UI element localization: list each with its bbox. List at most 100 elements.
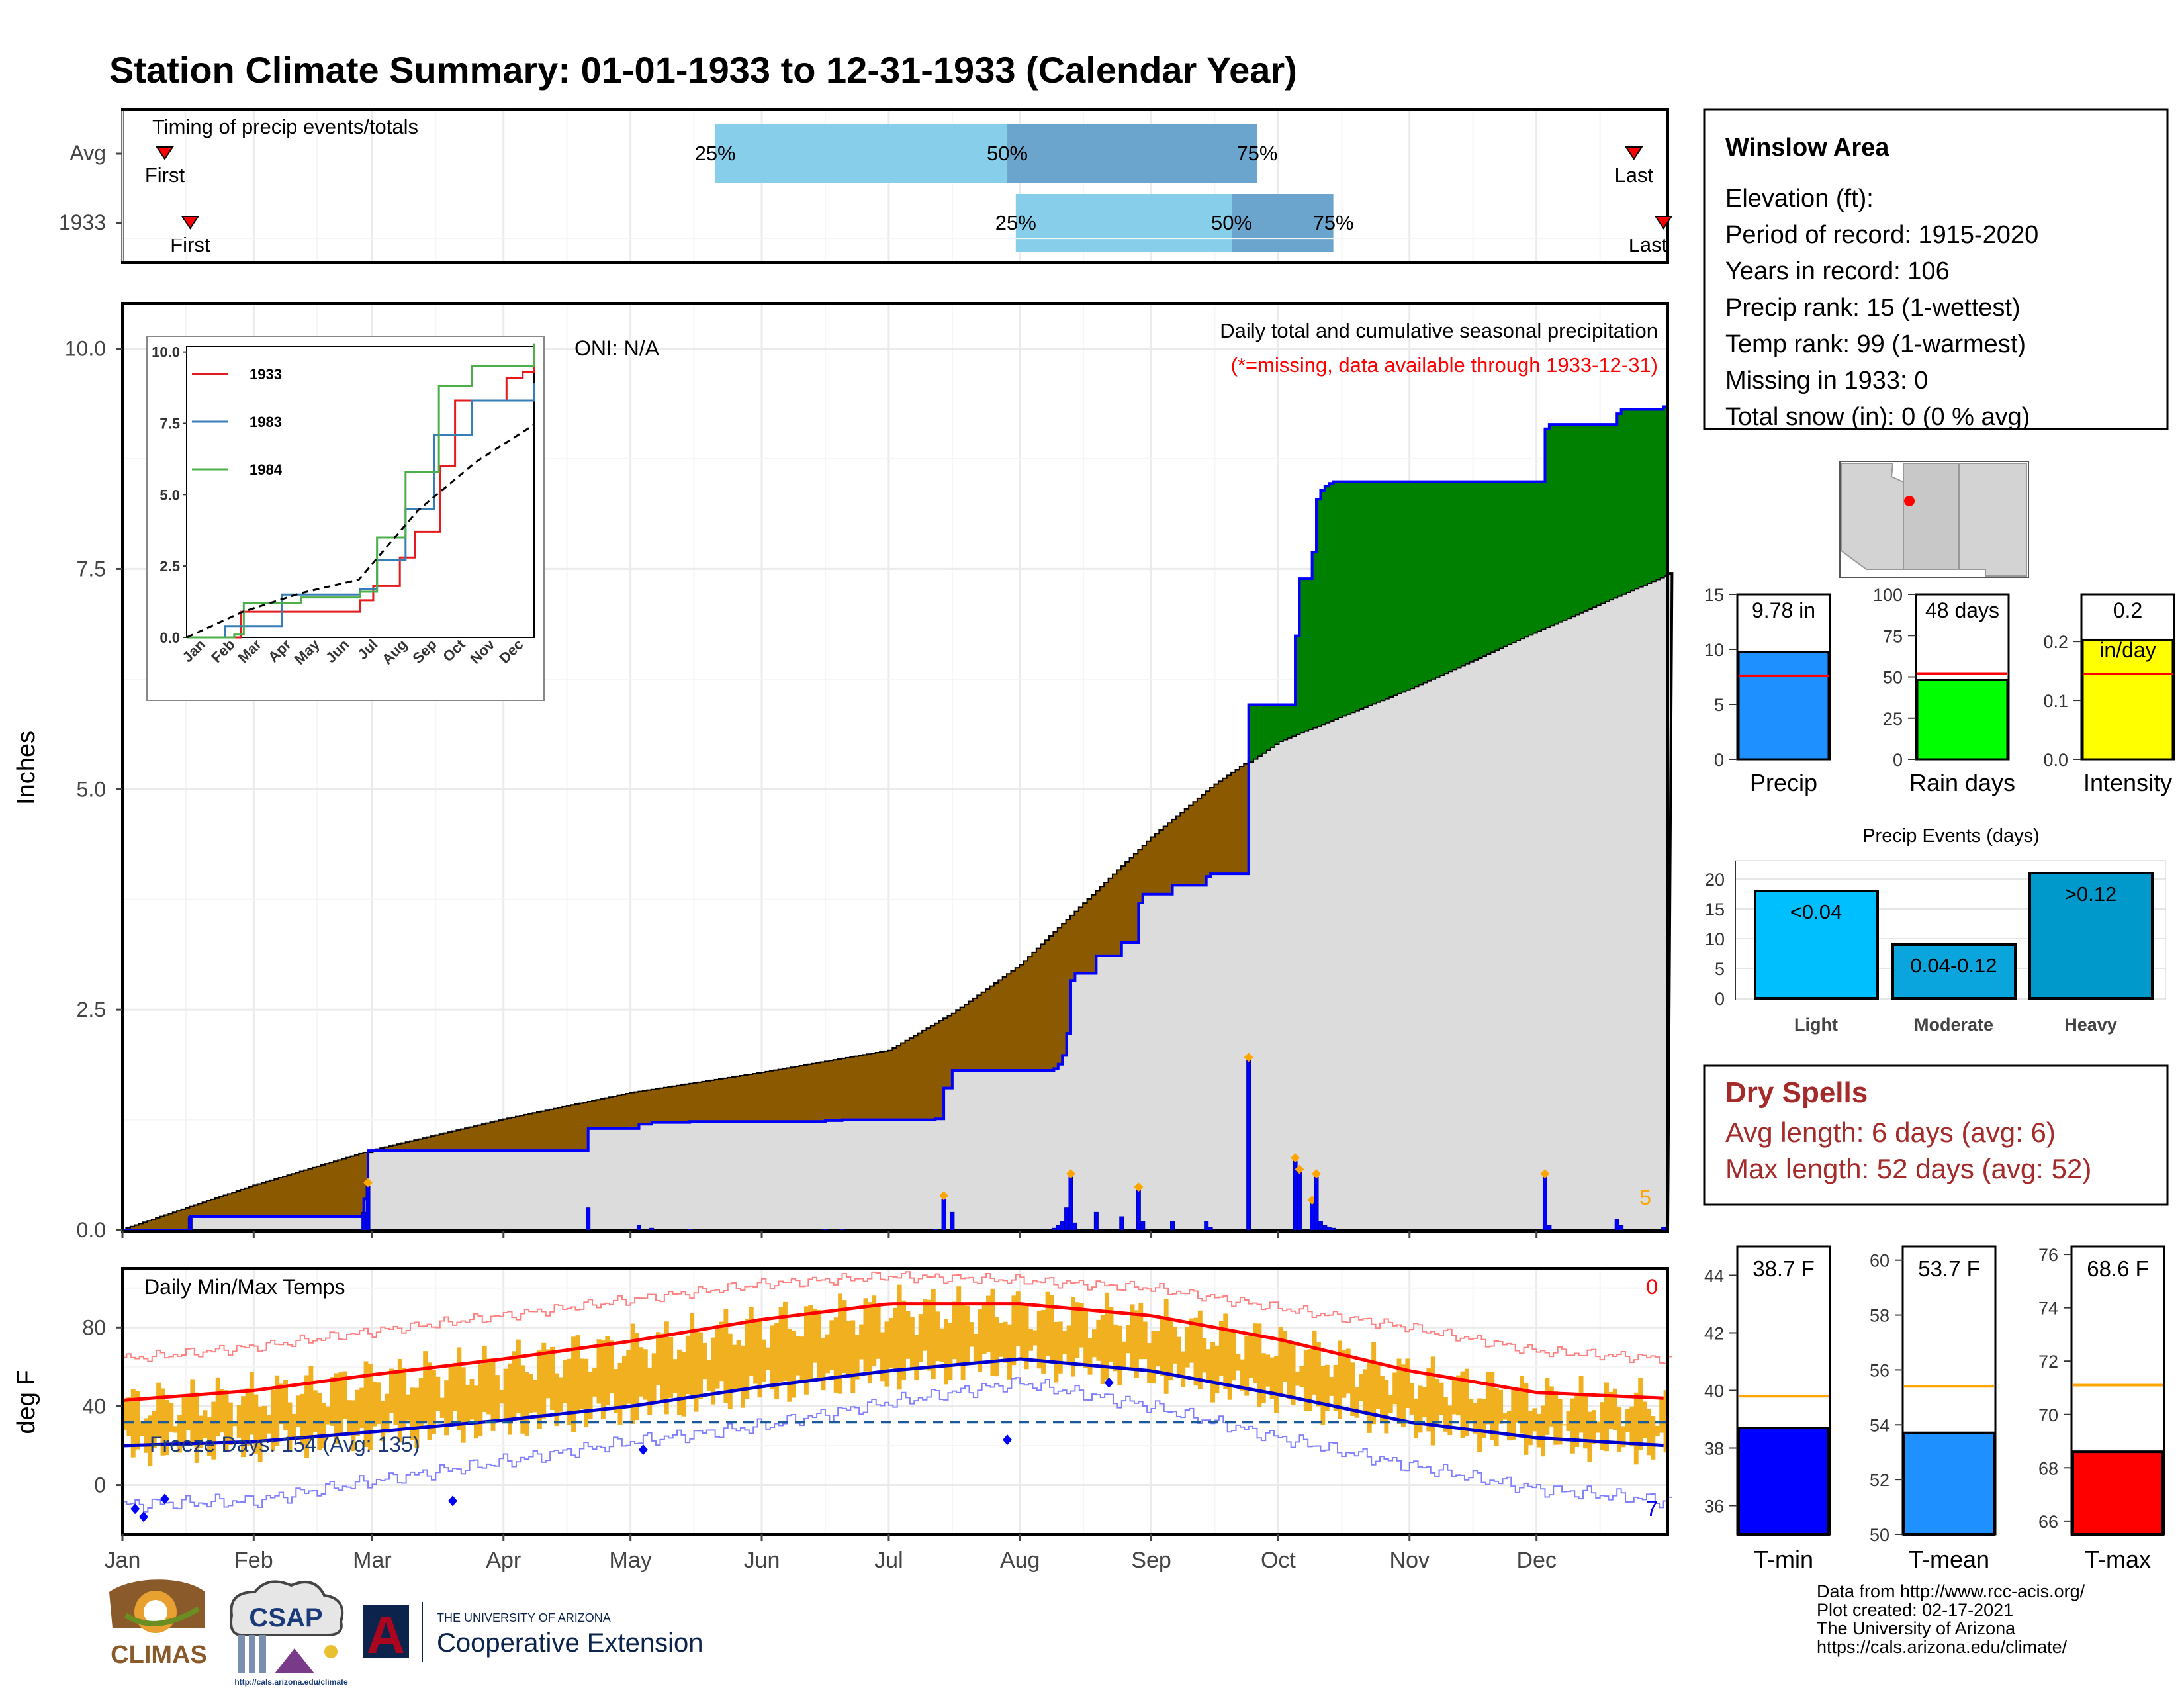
inset-y-tick: 7.5 bbox=[159, 415, 180, 432]
below-average-fill bbox=[846, 1058, 851, 1120]
daily-temp-bar bbox=[978, 1309, 983, 1372]
daily-temp-bar bbox=[1079, 1303, 1084, 1348]
below-average-fill bbox=[1134, 854, 1139, 943]
temp-value-bar bbox=[1737, 1427, 1830, 1536]
daily-temp-bar bbox=[312, 1390, 318, 1432]
above-average-fill bbox=[1371, 481, 1377, 704]
daily-temp-bar bbox=[1253, 1323, 1257, 1383]
above-average-fill bbox=[1342, 481, 1347, 716]
daily-temp-bar bbox=[859, 1324, 864, 1360]
temp-y-tick: 52 bbox=[1870, 1470, 1889, 1490]
daily-temp-bar bbox=[1536, 1413, 1541, 1448]
big-event-marker bbox=[1540, 1169, 1550, 1179]
below-average-fill bbox=[914, 1036, 919, 1120]
timing-pct-label: 25% bbox=[995, 211, 1036, 234]
below-average-fill bbox=[283, 1177, 289, 1217]
daily-temp-bar bbox=[1655, 1425, 1660, 1437]
below-average-fill bbox=[1007, 974, 1013, 1071]
record-min-line bbox=[122, 1377, 1672, 1513]
daily-temp-bar bbox=[1312, 1330, 1317, 1395]
mini-y-tick: 50 bbox=[1883, 668, 1903, 688]
mini-chart-label: Precip bbox=[1750, 769, 1817, 796]
daily-temp-bar bbox=[245, 1388, 250, 1446]
below-average-fill bbox=[1138, 850, 1144, 904]
above-average-fill bbox=[1570, 424, 1575, 616]
daily-temp-bar bbox=[1506, 1411, 1512, 1441]
below-average-fill bbox=[554, 1109, 559, 1151]
below-average-fill bbox=[321, 1165, 326, 1217]
daily-temp-bar bbox=[948, 1323, 953, 1380]
above-average-fill bbox=[1617, 414, 1622, 596]
temp-y-label: deg F bbox=[13, 1370, 40, 1434]
mini-y-tick: 75 bbox=[1883, 626, 1903, 646]
above-average-fill bbox=[1384, 481, 1389, 698]
events-y-tick: 0 bbox=[1715, 989, 1725, 1009]
below-average-fill bbox=[160, 1217, 165, 1230]
daily-temp-bar bbox=[423, 1351, 428, 1423]
daily-temp-bar bbox=[1435, 1378, 1440, 1427]
dry-spells-box: Dry Spells Avg length: 6 days (avg: 6) M… bbox=[1703, 1064, 2169, 1206]
daily-temp-bar bbox=[1583, 1393, 1588, 1449]
below-average-fill bbox=[1185, 809, 1190, 886]
below-average-fill bbox=[986, 990, 991, 1071]
y-tick-label: 7.5 bbox=[77, 557, 106, 581]
daily-temp-bar bbox=[1210, 1342, 1215, 1403]
below-average-fill bbox=[1066, 920, 1071, 1034]
last-event-marker bbox=[1624, 146, 1643, 160]
below-average-fill bbox=[469, 1127, 475, 1151]
above-average-fill bbox=[1659, 409, 1664, 577]
above-average-fill bbox=[1443, 481, 1448, 673]
below-average-fill bbox=[199, 1204, 204, 1217]
daily-precip-bar bbox=[1051, 1227, 1056, 1231]
below-average-fill bbox=[312, 1168, 318, 1217]
daily-temp-bar bbox=[1659, 1398, 1664, 1433]
below-average-fill bbox=[719, 1079, 725, 1122]
above-average-fill bbox=[1430, 481, 1435, 679]
daily-temp-bar bbox=[351, 1400, 356, 1452]
daily-temp-bar bbox=[867, 1302, 872, 1383]
daily-temp-bar bbox=[1384, 1380, 1389, 1434]
below-average-fill bbox=[1160, 830, 1165, 894]
below-average-fill bbox=[1083, 904, 1089, 974]
daily-temp-bar bbox=[1138, 1303, 1144, 1360]
daily-temp-bar bbox=[355, 1389, 360, 1436]
above-average-fill bbox=[1265, 704, 1271, 750]
daily-temp-bar bbox=[1600, 1402, 1605, 1450]
above-average-fill bbox=[1596, 424, 1601, 605]
below-average-fill bbox=[842, 1058, 847, 1120]
big-event-marker bbox=[1295, 1164, 1304, 1174]
below-average-fill bbox=[181, 1209, 187, 1230]
daily-temp-bar bbox=[791, 1331, 796, 1398]
below-average-fill bbox=[169, 1214, 174, 1230]
below-average-fill bbox=[787, 1068, 792, 1122]
big-event-marker bbox=[939, 1191, 949, 1201]
daily-temp-bar bbox=[850, 1320, 856, 1393]
daily-temp-bar bbox=[1248, 1335, 1253, 1378]
temp-chart-label: T-max bbox=[2085, 1546, 2151, 1573]
daily-temp-bar bbox=[1329, 1377, 1334, 1396]
daily-temp-bar bbox=[169, 1403, 174, 1432]
daily-temp-bar bbox=[1642, 1401, 1647, 1438]
daily-precip-bar bbox=[1661, 1227, 1666, 1231]
station-location-marker bbox=[1904, 496, 1915, 506]
below-average-fill bbox=[1163, 827, 1169, 894]
oni-label: ONI: N/A bbox=[574, 336, 660, 360]
daily-temp-bar bbox=[626, 1350, 631, 1404]
daily-temp-bar bbox=[241, 1396, 246, 1458]
above-average-fill bbox=[1490, 481, 1495, 652]
temp-y-tick: 74 bbox=[2038, 1299, 2058, 1319]
daily-temp-bar bbox=[190, 1379, 195, 1446]
daily-temp-bar bbox=[584, 1358, 589, 1428]
below-average-fill bbox=[1062, 924, 1068, 1056]
timing-row-label: Avg bbox=[69, 141, 106, 165]
last-event-label: Last bbox=[1615, 164, 1654, 187]
above-average-fill bbox=[1481, 481, 1486, 656]
dry-spells-max: Max length: 52 days (avg: 52) bbox=[1725, 1153, 2091, 1184]
below-average-fill bbox=[969, 1002, 974, 1071]
above-average-fill bbox=[1642, 409, 1647, 585]
daily-temp-bar bbox=[630, 1323, 635, 1424]
record-low-marker bbox=[1003, 1434, 1013, 1446]
daily-temp-bar bbox=[1160, 1316, 1165, 1376]
below-average-fill bbox=[741, 1076, 745, 1122]
inset-legend-label: 1984 bbox=[250, 461, 283, 478]
